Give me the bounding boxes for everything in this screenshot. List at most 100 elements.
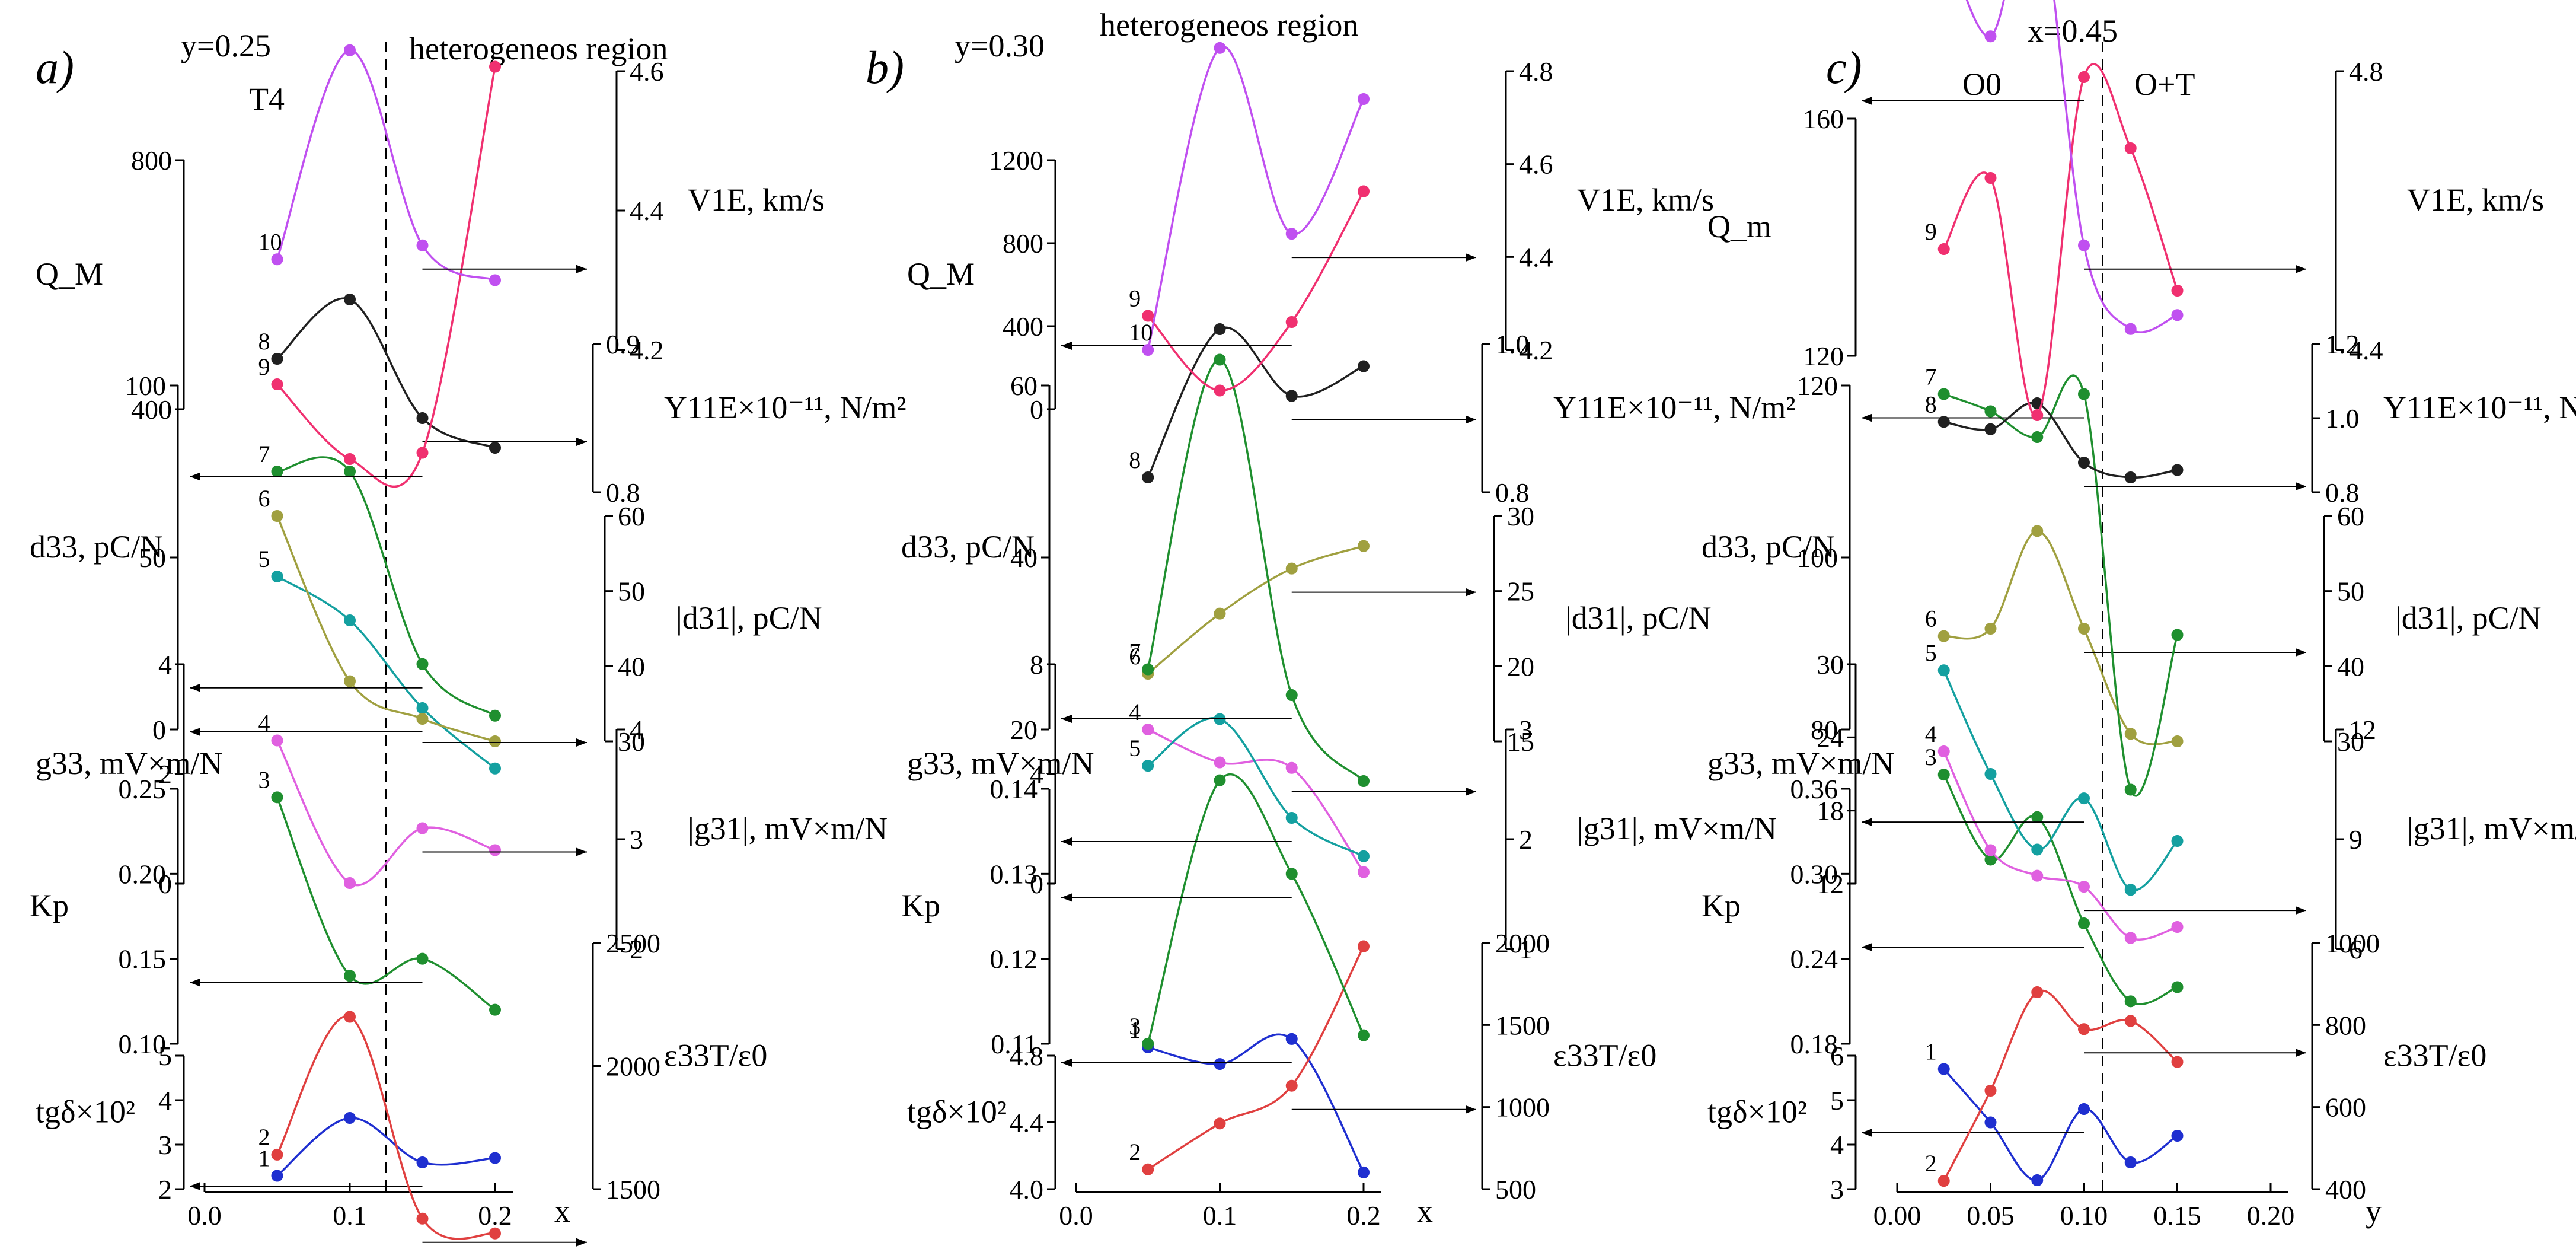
y-tick-label: 400 (131, 394, 172, 425)
y-axis-label: ε33T/ε0 (664, 1038, 767, 1073)
series-3-point (2124, 995, 2137, 1008)
y-axis-label: V1E, km/s (1577, 182, 1714, 218)
y-tick-label: 4 (630, 715, 643, 745)
panel-letter: c) (1826, 42, 1862, 93)
series-6-line (276, 515, 496, 743)
series-8-point (271, 353, 283, 365)
y-tick-label: 18 (1817, 796, 1844, 826)
x-axis-label: x (1417, 1193, 1433, 1229)
series-5-line (1943, 670, 2178, 892)
series-8-line (276, 297, 496, 449)
series-7-point (2078, 388, 2090, 400)
series-6-point (489, 735, 501, 747)
y-axis-label: ε33T/ε0 (2383, 1038, 2486, 1073)
axis-arrowhead (1466, 1105, 1476, 1114)
y-tick-label: 3 (158, 1130, 172, 1160)
y-axis-label: |g31|, mV×m/N (688, 811, 888, 846)
y-axis-label: g33, mV×m/N (907, 745, 1094, 781)
y-tick-label: 30 (1817, 649, 1844, 680)
series-3-point (2078, 917, 2090, 929)
y-tick-label: 800 (131, 145, 172, 176)
series-1-point (2031, 1174, 2044, 1186)
series-9-line (1147, 190, 1365, 392)
y-tick-label: 0.12 (990, 944, 1038, 974)
series-1-label: 1 (258, 1145, 270, 1172)
region-label: heterogeneos region (1100, 7, 1358, 43)
series-9-point (1937, 243, 1950, 255)
series-2-line (276, 1015, 496, 1240)
series-6-point (2031, 525, 2044, 537)
series-8-label: 8 (1925, 391, 1937, 418)
y-tick-label: 50 (618, 576, 645, 607)
series-2-point (1285, 1079, 1298, 1092)
y-tick-label: 30 (618, 727, 645, 757)
series-2-point (2171, 1056, 2184, 1068)
y-axis-label: Q_M (907, 256, 975, 292)
series-9-point (2031, 409, 2044, 421)
series-5-point (1937, 664, 1950, 677)
series-10-point (1142, 344, 1154, 356)
series-6-point (1984, 623, 1997, 635)
series-10-line (1147, 45, 1365, 351)
series-10-line (1965, 0, 2178, 333)
y-tick-label: 0.36 (1790, 774, 1838, 804)
series-1-point (2171, 1130, 2184, 1142)
y-tick-label: 0.30 (1790, 859, 1838, 889)
series-2-line (1943, 989, 2178, 1181)
y-tick-label: 20 (1507, 651, 1534, 681)
series-5-point (2171, 835, 2184, 847)
series-6-point (2124, 728, 2137, 740)
series-8-point (1142, 471, 1154, 483)
series-4-line (276, 740, 496, 887)
axis-arrowhead (2296, 1049, 2306, 1057)
series-9-point (489, 60, 501, 73)
series-6-point (1214, 607, 1226, 620)
y-tick-label: 20 (1010, 715, 1038, 745)
y-axis-label: |g31|, mV×m/N (2407, 811, 2576, 846)
x-axis-label: x (554, 1193, 570, 1229)
series-8-line (1147, 326, 1364, 478)
y-axis-label: Y11E×10⁻¹¹, N/m² (664, 390, 906, 425)
series-9-point (2078, 71, 2090, 83)
series-3-point (1358, 1029, 1370, 1041)
panel-c: c) x=0.45 O0 O+T y (1826, 13, 2382, 1229)
series-4-point (2031, 869, 2044, 882)
y-tick-label: 12 (2349, 715, 2376, 745)
x-tick-label: 0.10 (2060, 1200, 2108, 1231)
y-tick-label: 6 (1830, 1041, 1844, 1071)
y-tick-label: 0 (152, 715, 166, 745)
series-4-label: 4 (1925, 721, 1937, 747)
y-tick-label: 2 (630, 934, 643, 964)
series-9-point (2171, 285, 2184, 297)
series-9-line (1943, 63, 2179, 418)
region-label: heterogeneos region (409, 31, 668, 66)
y-tick-label: 80 (1811, 715, 1838, 745)
series-4-point (2078, 881, 2090, 893)
y-axis-label: Kp (901, 888, 940, 923)
series-10-point (1214, 42, 1226, 54)
series-7-point (2171, 629, 2184, 641)
y-tick-label: 0.11 (991, 1029, 1038, 1059)
y-tick-label: 3 (1830, 1174, 1844, 1205)
y-tick-label: 4.6 (1519, 149, 1553, 180)
y-tick-label: 40 (2337, 651, 2364, 681)
axis-arrowhead (1862, 97, 1872, 105)
y-tick-label: 4.4 (630, 196, 664, 226)
y-axis-label: |g31|, mV×m/N (1577, 811, 1777, 846)
series-8-label: 8 (1129, 447, 1141, 473)
series-8-point (2078, 457, 2090, 469)
y-tick-label: 4.4 (2349, 335, 2383, 365)
series-7-line (277, 456, 496, 717)
y-tick-label: 40 (1010, 543, 1038, 573)
y-tick-label: 15 (1507, 727, 1534, 757)
series-4-line (1147, 728, 1365, 873)
series-1-point (1984, 1116, 1997, 1129)
series-2-point (1214, 1117, 1226, 1130)
y-tick-label: 500 (1495, 1174, 1536, 1205)
series-5-point (271, 571, 283, 582)
y-tick-label: 0.8 (1495, 477, 1530, 508)
y-tick-label: 1.0 (2325, 403, 2360, 434)
y-tick-label: 60 (2337, 501, 2364, 531)
series-6-point (271, 510, 283, 522)
y-tick-label: 600 (2325, 1092, 2366, 1123)
